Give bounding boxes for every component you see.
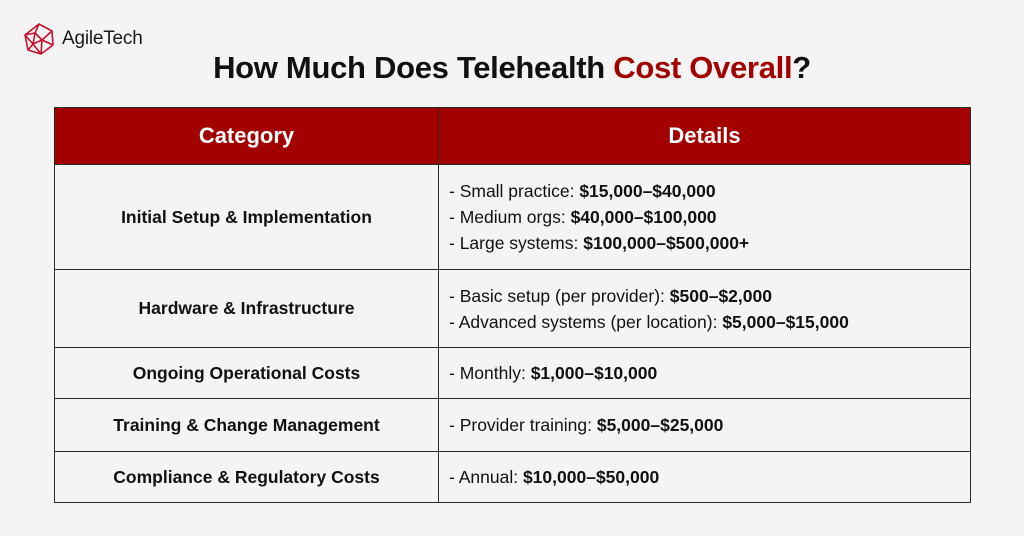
details-cell: - Small practice: $15,000–$40,000 - Medi…: [438, 164, 971, 270]
detail-line: - Monthly: $1,000–$10,000: [449, 363, 658, 383]
details-cell: - Annual: $10,000–$50,000: [438, 451, 971, 503]
detail-line: - Provider training: $5,000–$25,000: [449, 415, 724, 435]
category-cell: Initial Setup & Implementation: [54, 164, 439, 270]
detail-line: - Large systems: $100,000–$500,000+: [449, 233, 750, 253]
category-cell: Compliance & Regulatory Costs: [54, 451, 439, 503]
detail-line: - Medium orgs: $40,000–$100,000: [449, 207, 717, 227]
details-cell: - Basic setup (per provider): $500–$2,00…: [438, 269, 971, 348]
title-accent: Cost Overall: [613, 50, 793, 85]
header-category: Category: [54, 107, 439, 165]
brand-logo: AgileTech: [22, 22, 143, 56]
brand-name: AgileTech: [62, 28, 143, 49]
details-cell: - Monthly: $1,000–$10,000: [438, 347, 971, 399]
detail-line: - Advanced systems (per location): $5,00…: [449, 311, 849, 332]
category-cell: Ongoing Operational Costs: [54, 347, 439, 399]
table-row: Hardware & Infrastructure - Basic setup …: [54, 269, 971, 348]
table-header-row: Category Details: [54, 107, 971, 165]
category-cell: Training & Change Management: [54, 398, 439, 452]
table-row: Initial Setup & Implementation - Small p…: [54, 164, 971, 270]
detail-line: - Small practice: $15,000–$40,000: [449, 181, 716, 201]
table-row: Ongoing Operational Costs - Monthly: $1,…: [54, 347, 971, 399]
geometric-sphere-icon: [24, 23, 54, 55]
table-row: Compliance & Regulatory Costs - Annual: …: [54, 451, 971, 503]
details-cell: - Provider training: $5,000–$25,000: [438, 398, 971, 452]
category-cell: Hardware & Infrastructure: [54, 269, 439, 348]
header-details: Details: [438, 107, 971, 165]
detail-line: - Annual: $10,000–$50,000: [449, 467, 660, 487]
cost-table: Category Details Initial Setup & Impleme…: [54, 107, 971, 503]
detail-line: - Basic setup (per provider): $500–$2,00…: [449, 285, 772, 306]
table-row: Training & Change Management - Provider …: [54, 398, 971, 452]
page-title: How Much Does Telehealth Cost Overall?: [213, 50, 811, 85]
